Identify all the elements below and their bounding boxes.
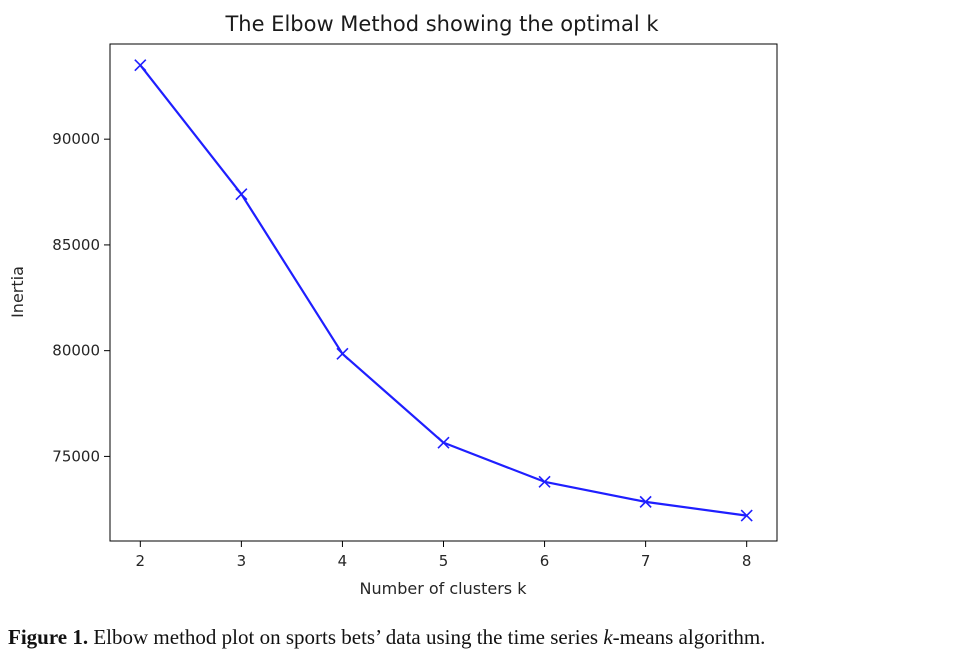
data-point-marker	[235, 188, 248, 201]
chart-title: The Elbow Method showing the optimal k	[224, 12, 659, 36]
x-axis-label: Number of clusters k	[360, 579, 528, 598]
data-point-marker	[134, 59, 147, 72]
caption-text-before: Elbow method plot on sports bets’ data u…	[88, 625, 604, 649]
x-axis: 2 3 4 5 6 7 8	[136, 541, 752, 570]
figure-caption: Figure 1. Elbow method plot on sports be…	[8, 625, 958, 650]
series-line	[139, 64, 747, 517]
y-tick-label: 75000	[52, 447, 100, 465]
y-tick-label: 80000	[52, 342, 100, 360]
x-tick-label: 3	[237, 552, 247, 570]
y-axis: 75000 80000 85000 90000	[52, 130, 110, 465]
x-tick-label: 2	[136, 552, 146, 570]
x-tick-label: 4	[338, 552, 348, 570]
caption-text-after: -means algorithm.	[612, 625, 766, 649]
data-point-marker	[437, 436, 450, 449]
caption-italic-k: k	[603, 625, 613, 649]
series-layer	[134, 59, 753, 522]
data-point-marker	[336, 347, 349, 360]
plot-frame	[109, 43, 778, 542]
elbow-chart: The Elbow Method showing the optimal k 2…	[8, 12, 778, 598]
caption-label: Figure 1.	[8, 625, 89, 649]
x-tick-label: 8	[742, 552, 752, 570]
data-point-marker	[639, 495, 652, 508]
x-tick-label: 6	[540, 552, 550, 570]
data-point-marker	[740, 509, 753, 522]
y-tick-label: 85000	[52, 236, 100, 254]
y-tick-label: 90000	[52, 130, 100, 148]
x-tick-label: 5	[439, 552, 449, 570]
y-axis-label: Inertia	[8, 266, 27, 318]
data-point-marker	[538, 475, 551, 488]
x-tick-label: 7	[641, 552, 651, 570]
